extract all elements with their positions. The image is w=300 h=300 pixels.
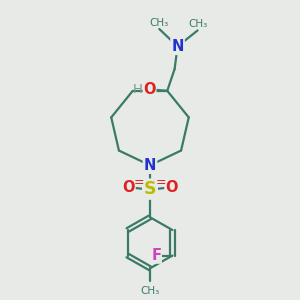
Text: H: H <box>132 83 142 96</box>
Text: O: O <box>165 180 178 195</box>
Text: CH₃: CH₃ <box>140 286 160 296</box>
Text: F: F <box>151 248 161 263</box>
Text: O: O <box>143 82 156 97</box>
Text: CH₃: CH₃ <box>188 19 207 29</box>
Text: N: N <box>144 158 156 173</box>
Text: N: N <box>171 39 184 54</box>
Text: O: O <box>123 180 135 195</box>
Text: CH₃: CH₃ <box>150 18 169 28</box>
Text: =: = <box>156 176 166 189</box>
Text: =: = <box>134 176 144 189</box>
Text: S: S <box>144 180 156 198</box>
